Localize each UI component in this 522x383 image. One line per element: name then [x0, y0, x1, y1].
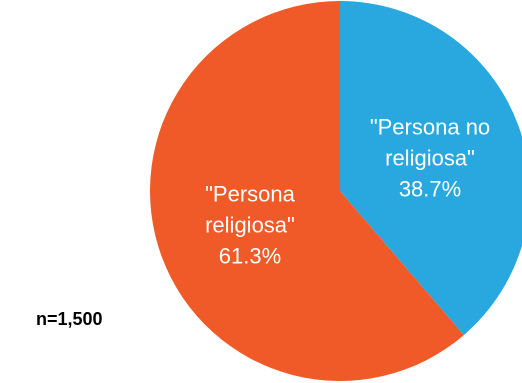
pie-slice-1 [340, 1, 522, 336]
slice-category-label: religiosa" [205, 212, 295, 237]
pie-labels: "Persona no religiosa" 38.7% "Persona religi… [205, 115, 490, 269]
slice-category-label: "Persona [205, 181, 296, 206]
slice-value-label: 38.7% [399, 177, 461, 202]
slice-value-label: 61.3% [219, 243, 281, 268]
sample-size-note: n=1,500 [36, 309, 103, 329]
pie-slice-1-label: "Persona no religiosa" 38.7% [370, 115, 490, 202]
slice-category-label: "Persona no [370, 115, 490, 140]
slice-category-label: religiosa" [385, 146, 475, 171]
pie-slice-2-label: "Persona religiosa" 61.3% [205, 181, 296, 268]
pie-slice-2 [150, 1, 464, 381]
pie-slices [150, 1, 522, 381]
